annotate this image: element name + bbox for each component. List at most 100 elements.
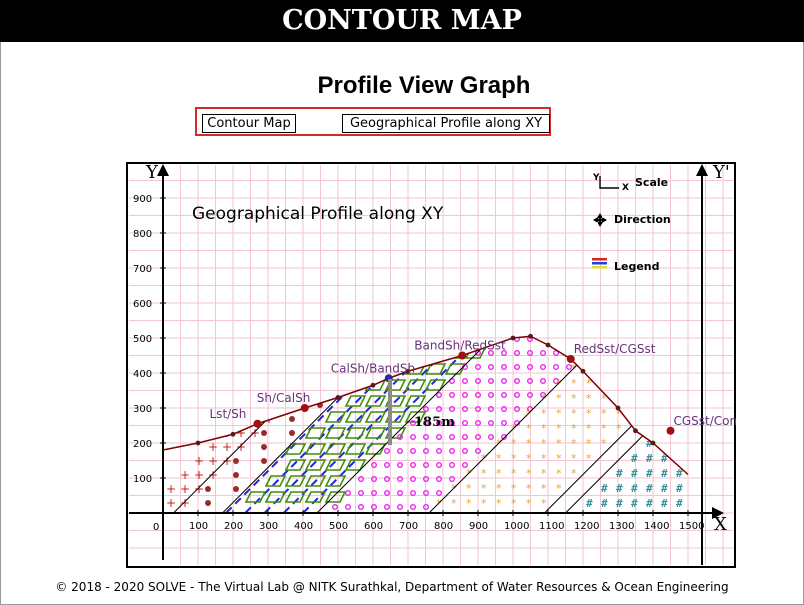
asterisk-symbol: * <box>496 452 502 465</box>
x-tick-label: 700 <box>399 521 418 532</box>
circle-symbol <box>475 434 482 441</box>
plus-symbol: + <box>194 468 204 482</box>
plus-symbol: + <box>208 454 218 468</box>
asterisk-symbol: * <box>556 437 562 450</box>
circle-symbol <box>475 363 482 370</box>
app-header: CONTOUR MAP <box>0 0 804 42</box>
hash-symbol: # <box>646 467 653 480</box>
circle-symbol <box>527 377 534 384</box>
asterisk-symbol: * <box>481 497 487 510</box>
dot-symbol <box>261 458 267 464</box>
asterisk-symbol: * <box>526 422 532 435</box>
hash-symbol: # <box>616 467 623 480</box>
circle-symbol <box>475 377 482 384</box>
asterisk-symbol: * <box>451 497 457 510</box>
y-tick-label: 500 <box>133 334 152 345</box>
layer-contact-point <box>666 426 675 435</box>
circle-symbol <box>449 434 456 441</box>
circle-symbol <box>566 363 573 370</box>
parallelogram-symbol <box>304 459 327 471</box>
profile-graph: ++++++++++++++++++++++++++++++++++++++++… <box>126 162 736 568</box>
profile-point <box>545 342 551 348</box>
plus-symbol: + <box>236 440 246 454</box>
circle-symbol <box>344 504 351 511</box>
circle-symbol <box>436 391 443 398</box>
dot-symbol <box>233 458 239 464</box>
layer-contact-point <box>566 355 575 363</box>
asterisk-symbol: * <box>511 437 517 450</box>
circle-symbol <box>462 405 469 412</box>
legend-control[interactable]: Legend <box>592 258 660 273</box>
parallelogram-symbol <box>324 459 347 471</box>
circle-symbol <box>423 462 430 469</box>
scale-control[interactable]: Y X Scale <box>592 173 668 193</box>
hash-symbol: # <box>631 467 638 480</box>
plus-symbol: + <box>180 468 190 482</box>
dot-symbol <box>205 486 211 492</box>
x-tick-label: 200 <box>224 521 243 532</box>
legend-icon <box>592 258 607 269</box>
parallelogram-symbol <box>324 427 347 439</box>
hash-symbol: # <box>631 497 638 510</box>
circle-symbol <box>449 420 456 427</box>
axis-tick-labels: 100 200 300 400 500 600 700 800 900 1000 1100 1200 1… <box>133 194 704 532</box>
asterisk-symbol: * <box>601 437 607 450</box>
asterisk-symbol: * <box>526 467 532 480</box>
scale-icon <box>599 176 619 189</box>
contour-map-button[interactable]: Contour Map <box>202 114 296 133</box>
parallelogram-symbol <box>424 379 447 391</box>
x-tick-label: 100 <box>189 521 208 532</box>
circle-symbol <box>514 391 521 398</box>
circle-symbol <box>357 504 364 511</box>
plus-symbol: + <box>166 482 176 496</box>
circle-symbol <box>449 448 456 455</box>
asterisk-symbol: * <box>601 407 607 420</box>
origin-label: 0 <box>153 522 159 533</box>
x-tick-label: 300 <box>259 521 278 532</box>
plus-symbol: + <box>208 440 218 454</box>
circle-symbol <box>357 476 364 483</box>
view-selector: Contour Map Geographical Profile along X… <box>195 107 551 136</box>
x-axis-label: X <box>714 514 727 535</box>
direction-control[interactable]: Direction <box>593 213 671 227</box>
y-prime-axis-label: Y' <box>712 162 730 183</box>
scale-label: Scale <box>635 176 668 189</box>
layer-label: Lst/Sh <box>210 407 247 421</box>
circle-symbol <box>501 405 508 412</box>
asterisk-symbol: * <box>496 482 502 495</box>
circle-symbol <box>488 391 495 398</box>
circle-symbol <box>436 405 443 412</box>
circle-symbol <box>370 504 377 511</box>
layer-contact-point <box>253 419 262 428</box>
x-tick-label: 1300 <box>609 521 634 532</box>
x-tick-label: 500 <box>329 521 348 532</box>
x-tick-label: 1000 <box>504 521 529 532</box>
hash-symbol: # <box>646 497 653 510</box>
circle-symbol <box>436 448 443 455</box>
layer-boundary-line <box>428 336 675 513</box>
circle-symbol <box>462 462 469 469</box>
circle-symbol <box>370 462 377 469</box>
geographical-profile-button[interactable]: Geographical Profile along XY <box>342 114 550 133</box>
circle-symbol <box>384 504 391 511</box>
parallelogram-symbol <box>284 459 307 471</box>
profile-point <box>615 405 621 411</box>
graph-frame <box>126 162 736 568</box>
legend-label: Legend <box>614 260 660 273</box>
x-tick-label: 600 <box>364 521 383 532</box>
asterisk-symbol: * <box>571 467 577 480</box>
profile-point <box>195 440 201 446</box>
asterisk-symbol: * <box>526 497 532 510</box>
x-tick-label: 1100 <box>539 521 564 532</box>
circle-symbol <box>384 490 391 497</box>
circle-symbol <box>397 448 404 455</box>
circle-symbol <box>488 434 495 441</box>
asterisk-symbol: * <box>571 422 577 435</box>
circle-symbol <box>384 462 391 469</box>
parallelogram-symbol <box>304 427 327 439</box>
asterisk-symbol: * <box>466 482 472 495</box>
parallelogram-symbol <box>344 395 367 407</box>
plus-symbol: + <box>194 454 204 468</box>
y-axis-arrow <box>157 164 169 176</box>
circle-symbol <box>488 363 495 370</box>
